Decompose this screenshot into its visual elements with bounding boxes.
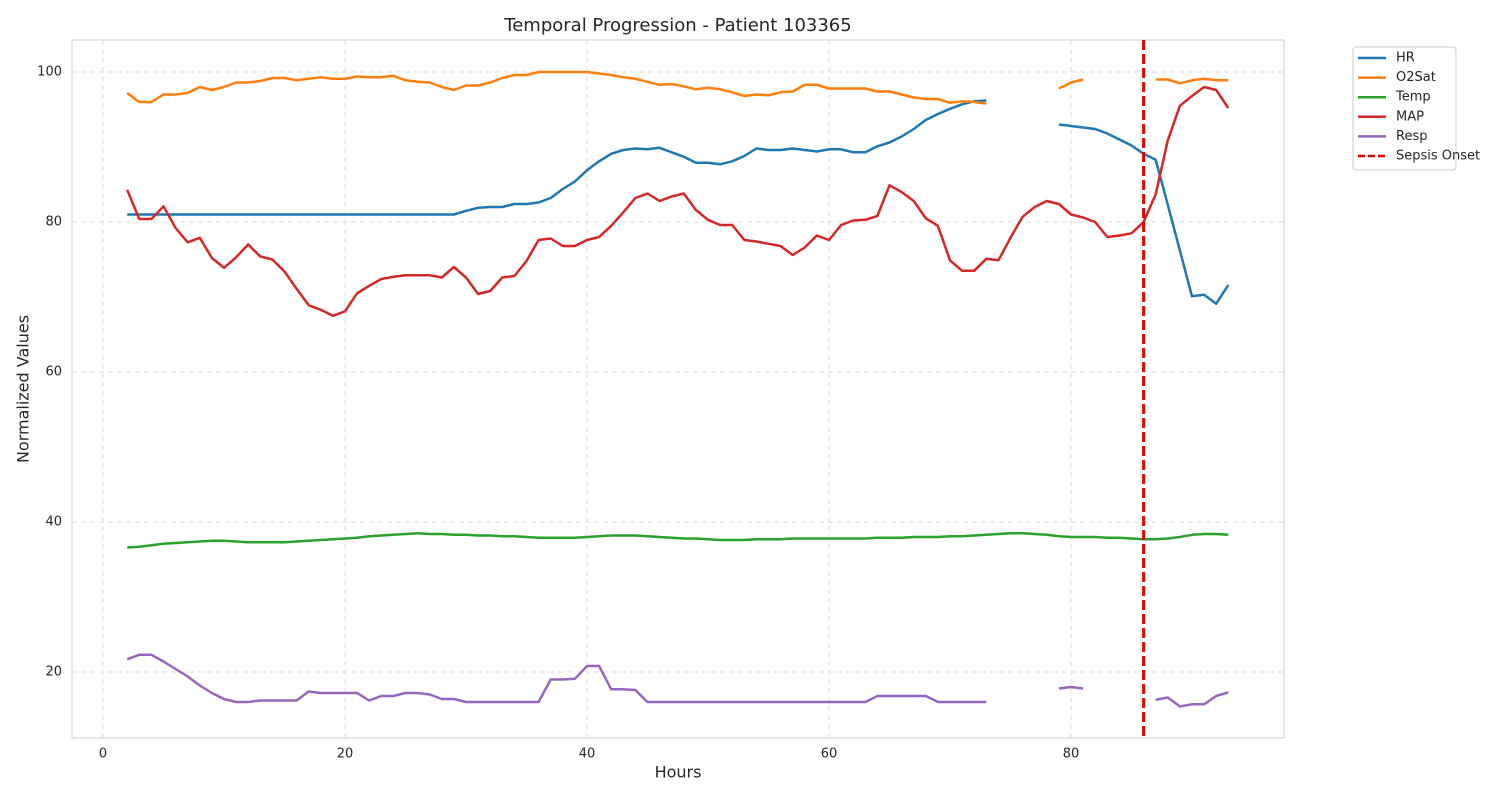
series-line [126, 653, 1229, 708]
x-tick-label: 60 [821, 747, 838, 762]
legend-label: MAP [1396, 109, 1424, 124]
series-line [126, 85, 1230, 318]
legend-label: Sepsis Onset [1396, 149, 1480, 164]
y-tick-label: 60 [45, 365, 62, 380]
x-tick-label: 80 [1063, 747, 1080, 762]
plot-area [71, 39, 1285, 739]
x-tick-label: 0 [99, 747, 107, 762]
y-tick-label: 80 [45, 215, 62, 230]
legend-label: Resp [1396, 129, 1427, 144]
x-tick-label: 40 [579, 747, 596, 762]
y-tick-label: 20 [45, 665, 62, 680]
x-tick-label: 20 [337, 747, 354, 762]
legend-label: Temp [1395, 90, 1431, 105]
legend-label: O2Sat [1396, 70, 1436, 85]
x-axis-label: Hours [655, 763, 702, 782]
y-tick-label: 100 [37, 65, 62, 80]
legend-label: HR [1396, 51, 1415, 66]
chart-title: Temporal Progression - Patient 103365 [503, 15, 851, 36]
series-line [127, 532, 1229, 549]
series-line [126, 70, 1229, 105]
y-axis-label: Normalized Values [14, 315, 33, 463]
y-tick-label: 40 [45, 515, 62, 530]
